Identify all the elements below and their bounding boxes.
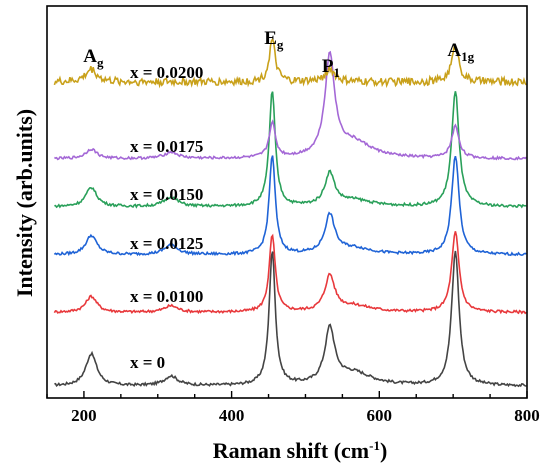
peak-label: P1 [322,56,340,80]
spectrum-line [54,50,527,161]
spectrum-line [54,91,527,209]
x-tick-label: 600 [367,406,393,425]
spectrum-line [53,37,527,89]
series-labels: x = 0 x = 0.0100 x = 0.0125 x = 0.0150 x = 0… [130,63,203,372]
x-tick-label: 200 [71,406,97,425]
plot-frame [46,5,528,399]
spectrum-line [54,250,527,388]
series-label: x = 0.0150 [130,185,203,204]
x-axis-title: Raman shift (cm-1) [213,438,388,463]
peak-label: Ag [83,46,104,70]
series-label: x = 0.0100 [130,287,203,306]
spectrum-line [53,155,527,257]
series-label: x = 0.0125 [130,234,203,253]
peak-labels: Ag Eg P1 A1g [83,28,474,80]
spectrum-line [53,231,527,315]
x-tick-label: 800 [514,406,540,425]
series-label: x = 0 [130,353,165,372]
peak-label: Eg [264,28,284,52]
x-tick-label: 400 [219,406,245,425]
series-layer [53,37,527,388]
series-label: x = 0.0175 [130,137,203,156]
peak-label: A1g [447,40,474,64]
series-label: x = 0.0200 [130,63,203,82]
x-ticks: 200 400 600 800 [46,391,540,425]
y-axis-title: Intensity (arb.units) [12,109,37,297]
